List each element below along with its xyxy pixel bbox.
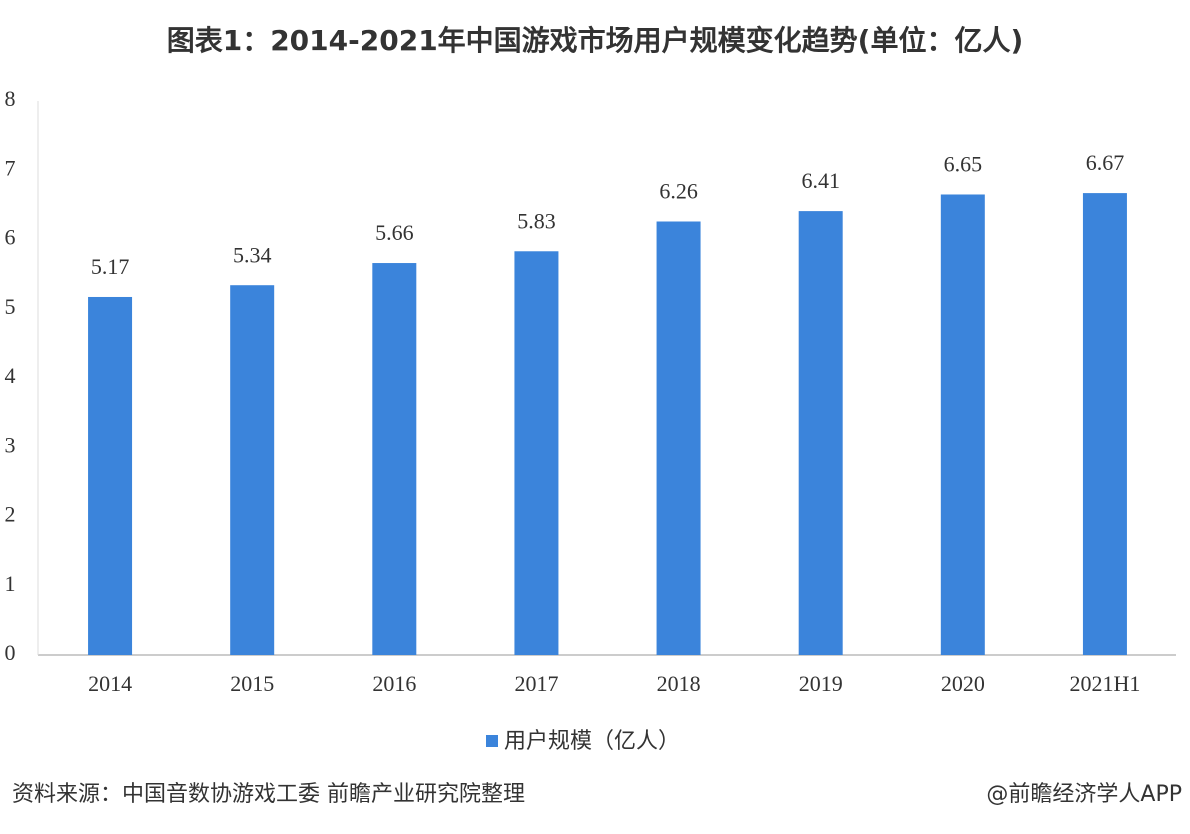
x-tick-label: 2017 — [514, 671, 558, 696]
x-tick-label: 2015 — [230, 671, 274, 696]
x-tick-label: 2016 — [372, 671, 416, 696]
x-tick-label: 2018 — [657, 671, 701, 696]
x-tick-label: 2020 — [941, 671, 985, 696]
bar — [514, 251, 559, 655]
source: 资料来源：中国音数协游戏工委 前瞻产业研究院整理 — [12, 782, 525, 807]
y-tick-label: 5 — [5, 294, 16, 319]
legend-label: 用户规模（亿人） — [504, 729, 680, 754]
bar — [88, 296, 133, 655]
bar — [372, 263, 417, 655]
x-tick-label: 2021H1 — [1069, 671, 1140, 696]
chart-title: 图表1：2014-2021年中国游戏市场用户规模变化趋势(单位：亿人) — [167, 24, 1024, 57]
y-tick-label: 4 — [5, 363, 16, 388]
data-label: 5.34 — [233, 242, 272, 267]
credit: @前瞻经济学人APP — [986, 782, 1182, 807]
x-tick-label: 2014 — [88, 671, 132, 696]
y-tick-label: 0 — [5, 640, 16, 665]
y-tick-label: 2 — [5, 502, 16, 527]
data-label: 6.65 — [944, 152, 983, 177]
y-tick-label: 1 — [5, 571, 16, 596]
bar — [230, 285, 275, 655]
y-tick-label: 8 — [5, 86, 16, 111]
data-label: 5.17 — [91, 254, 130, 279]
bar — [798, 211, 843, 656]
data-label: 6.67 — [1086, 150, 1125, 175]
data-label: 5.83 — [517, 208, 556, 233]
data-label: 6.26 — [659, 179, 698, 204]
bar — [656, 221, 701, 655]
data-label: 6.41 — [801, 168, 840, 193]
legend-swatch — [486, 735, 498, 747]
bar — [940, 194, 985, 656]
y-tick-label: 7 — [5, 155, 16, 180]
data-label: 5.66 — [375, 220, 414, 245]
y-tick-label: 3 — [5, 432, 16, 457]
x-tick-label: 2019 — [799, 671, 843, 696]
y-tick-label: 6 — [5, 225, 16, 250]
bar — [1082, 193, 1127, 656]
